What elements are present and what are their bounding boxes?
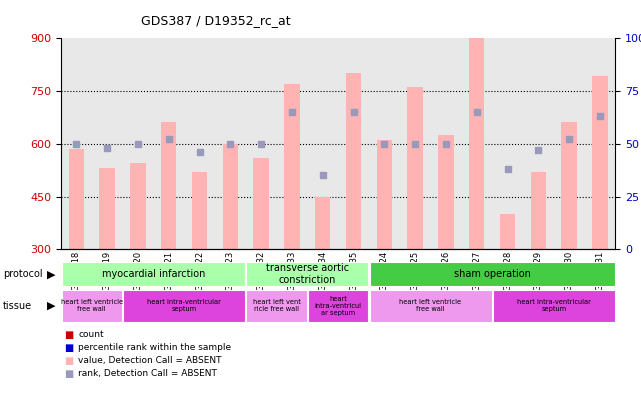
Text: GDS387 / D19352_rc_at: GDS387 / D19352_rc_at xyxy=(141,14,290,27)
Bar xyxy=(370,290,492,322)
Point xyxy=(225,140,235,147)
Point xyxy=(379,140,390,147)
Text: heart intra-ventricular
septum: heart intra-ventricular septum xyxy=(517,299,591,312)
Bar xyxy=(531,172,546,249)
Text: myocardial infarction: myocardial infarction xyxy=(102,269,205,279)
Text: tissue: tissue xyxy=(3,301,32,311)
Point xyxy=(595,113,605,119)
Point xyxy=(349,109,359,115)
Text: sham operation: sham operation xyxy=(454,269,531,279)
Bar xyxy=(222,143,238,249)
Bar xyxy=(161,122,176,249)
Point xyxy=(287,109,297,115)
Bar xyxy=(246,263,369,286)
Bar xyxy=(284,84,299,249)
Point xyxy=(256,140,266,147)
Text: value, Detection Call = ABSENT: value, Detection Call = ABSENT xyxy=(78,356,222,365)
Bar xyxy=(469,38,485,249)
Point xyxy=(533,147,544,153)
Bar xyxy=(408,87,423,249)
Bar xyxy=(438,135,454,249)
Text: heart left vent
ricle free wall: heart left vent ricle free wall xyxy=(253,299,301,312)
Bar xyxy=(592,76,608,249)
Text: heart intra-ventricular
septum: heart intra-ventricular septum xyxy=(147,299,221,312)
Text: heart
intra-ventricul
ar septum: heart intra-ventricul ar septum xyxy=(315,296,362,316)
Bar xyxy=(493,290,615,322)
Bar xyxy=(246,290,306,322)
Text: rank, Detection Call = ABSENT: rank, Detection Call = ABSENT xyxy=(78,369,217,378)
Bar xyxy=(308,290,369,322)
Bar xyxy=(123,290,245,322)
Text: ■: ■ xyxy=(64,369,73,379)
Text: heart left ventricle
free wall: heart left ventricle free wall xyxy=(399,299,462,312)
Bar xyxy=(192,172,207,249)
Point xyxy=(564,136,574,143)
Point xyxy=(163,136,174,143)
Point xyxy=(194,149,204,155)
Text: percentile rank within the sample: percentile rank within the sample xyxy=(78,343,231,352)
Bar xyxy=(370,263,615,286)
Bar xyxy=(315,196,330,249)
Point xyxy=(133,140,143,147)
Text: protocol: protocol xyxy=(3,269,43,280)
Text: ▶: ▶ xyxy=(47,269,55,280)
Text: ■: ■ xyxy=(64,329,73,340)
Bar xyxy=(69,149,84,249)
Bar xyxy=(377,140,392,249)
Text: count: count xyxy=(78,330,104,339)
Text: transverse aortic
constriction: transverse aortic constriction xyxy=(266,263,349,285)
Bar xyxy=(562,122,577,249)
Text: heart left ventricle
free wall: heart left ventricle free wall xyxy=(61,299,123,312)
Bar xyxy=(130,163,146,249)
Bar xyxy=(346,73,362,249)
Text: ▶: ▶ xyxy=(47,301,55,311)
Point xyxy=(472,109,482,115)
Point xyxy=(102,145,112,151)
Bar xyxy=(62,290,122,322)
Bar xyxy=(62,263,245,286)
Text: ■: ■ xyxy=(64,343,73,353)
Point xyxy=(503,166,513,172)
Point xyxy=(71,140,81,147)
Point xyxy=(317,172,328,179)
Bar xyxy=(99,168,115,249)
Bar xyxy=(500,214,515,249)
Text: ■: ■ xyxy=(64,356,73,366)
Point xyxy=(441,140,451,147)
Bar xyxy=(253,158,269,249)
Point xyxy=(410,140,420,147)
